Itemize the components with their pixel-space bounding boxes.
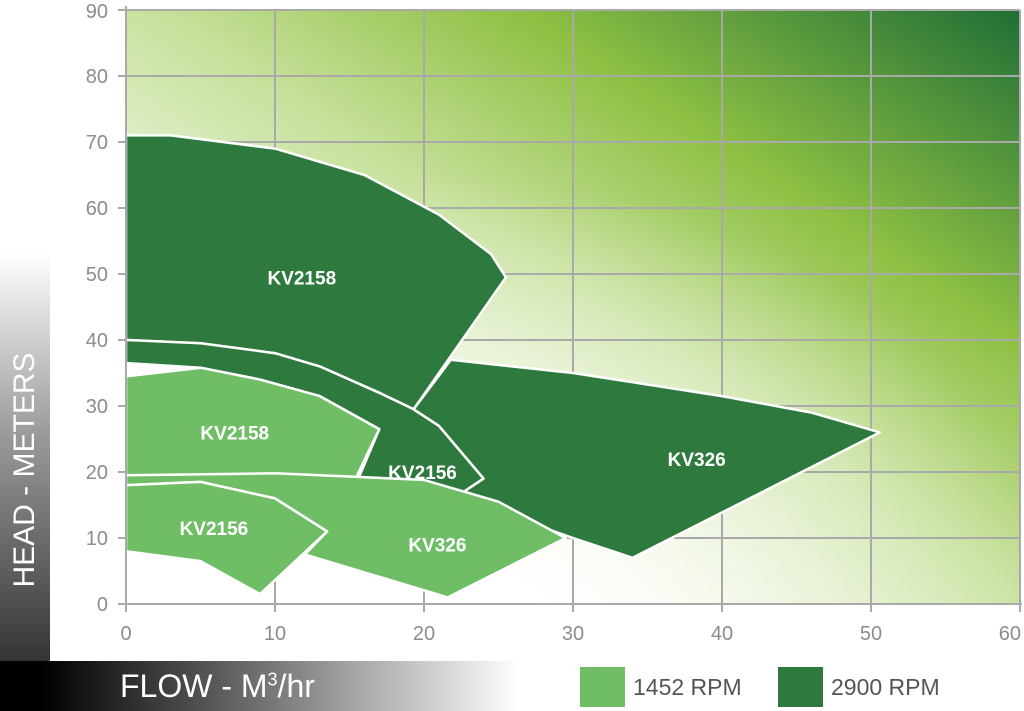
axes [118,6,1022,612]
y-tick-label: 80 [86,66,108,88]
y-tick-label: 10 [86,528,108,550]
region-1452-rpm-kv2156 [124,480,329,596]
x-axis-label-suffix: /hr [277,668,315,704]
region-label-2900-rpm-kv326: KV326 [668,450,726,471]
legend-swatch-2900-rpm [778,667,823,707]
region-label-2900-rpm-kv2158: KV2158 [267,268,336,289]
region-1452-rpm-kv2158 [124,366,381,484]
region-2900-rpm-kv326 [412,358,882,560]
x-tick-label: 20 [413,623,435,645]
x-tick-label: 30 [562,623,584,645]
legend-item-1452-rpm: 1452 RPM [580,667,742,707]
x-tick-label: 50 [860,623,882,645]
y-axis-label: HEAD - METERS [8,352,41,588]
y-tick-label: 0 [97,594,108,616]
x-axis-label: FLOW - M3/hr [120,668,315,705]
x-axis-label-superscript: 3 [267,669,278,690]
y-tick-label: 60 [86,198,108,220]
y-tick-label: 20 [86,462,108,484]
legend-label-1452-rpm: 1452 RPM [633,673,742,700]
region-label-1452-rpm-kv2156: KV2156 [180,519,249,540]
legend-item-2900-rpm: 2900 RPM [778,667,940,707]
y-axis-label-bar [0,252,50,711]
y-tick-label: 90 [86,1,108,23]
region-label-2900-rpm-kv2156: KV2156 [388,463,457,484]
region-label-1452-rpm-kv2158: KV2158 [200,423,269,444]
region-label-1452-rpm-kv326: KV326 [408,536,466,557]
y-tick-label: 50 [86,264,108,286]
x-axis-label-main: FLOW - M [120,668,268,704]
x-tick-label: 0 [120,623,131,645]
x-tick-label: 60 [999,623,1021,645]
x-axis-label-bar [0,661,520,711]
y-tick-label: 40 [86,330,108,352]
performance-regions: KV2158 KV2156 KV326 KV2158 KV326 KV2156 [124,134,882,599]
y-tick-labels: 0 10 20 30 40 50 60 70 80 90 [86,1,108,616]
legend-swatch-1452-rpm [580,667,625,707]
x-tick-labels: 0 10 20 30 40 50 60 [120,623,1021,645]
y-tick-label: 70 [86,132,108,154]
x-tick-label: 40 [711,623,733,645]
legend-label-2900-rpm: 2900 RPM [831,673,940,700]
y-tick-label: 30 [86,396,108,418]
x-tick-label: 10 [264,623,286,645]
